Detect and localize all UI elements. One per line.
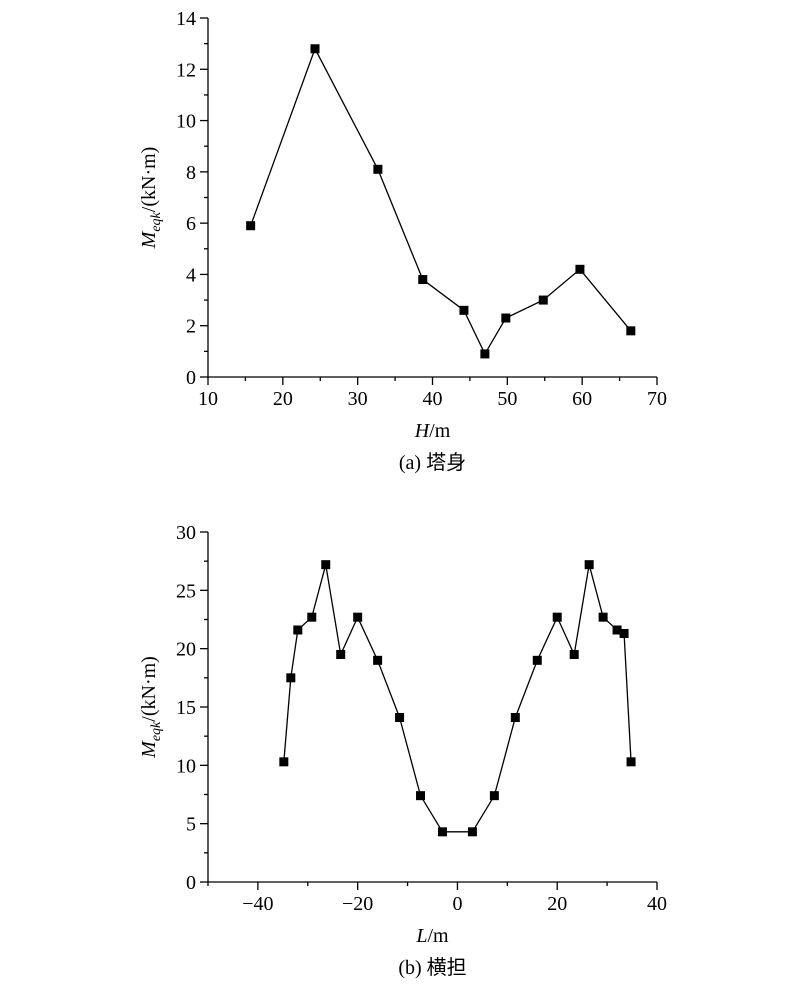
x-tick-label: 0 <box>452 893 462 915</box>
y-tick-label: 4 <box>186 264 196 286</box>
data-point <box>279 757 289 767</box>
x-axis-label: L/m <box>415 925 449 947</box>
x-tick-label: 30 <box>348 388 368 410</box>
data-point <box>321 560 331 570</box>
data-point <box>626 326 636 336</box>
y-label-sub: eqk <box>149 721 164 741</box>
data-line <box>283 564 632 833</box>
x-label-unit: /m <box>429 420 451 442</box>
y-tick-label: 5 <box>186 814 196 836</box>
y-label-unit: /(kN·m) <box>138 656 160 722</box>
x-tick-label: 50 <box>497 388 517 410</box>
caption: (a) 塔身 <box>399 451 466 474</box>
data-point <box>489 791 499 801</box>
data-point <box>246 221 256 231</box>
data-point <box>532 655 542 665</box>
data-point <box>510 713 520 722</box>
data-point <box>395 713 405 722</box>
x-tick-label: 40 <box>423 388 443 410</box>
y-tick-label: 10 <box>176 755 196 777</box>
data-point <box>307 612 317 622</box>
data-point <box>373 164 383 174</box>
data-point <box>619 629 629 638</box>
data-point <box>501 313 511 323</box>
y-tick-label: 10 <box>176 111 196 133</box>
data-point <box>552 612 562 622</box>
y-tick-label: 12 <box>176 59 196 81</box>
y-axis-label: Meqk/(kN·m) <box>138 147 164 250</box>
data-point <box>459 305 469 315</box>
data-line <box>250 47 632 356</box>
data-point <box>467 827 477 837</box>
y-tick-label: 14 <box>176 8 196 30</box>
y-tick-label: 15 <box>176 697 196 719</box>
y-tick-label: 8 <box>186 162 196 184</box>
data-point <box>598 612 608 622</box>
data-point <box>418 275 428 285</box>
data-point <box>584 560 594 570</box>
y-tick-label: 20 <box>176 639 196 661</box>
y-label-unit: /(kN·m) <box>138 147 160 213</box>
y-tick-label: 2 <box>186 316 196 338</box>
data-point <box>310 44 320 54</box>
x-label-unit: /m <box>428 925 450 947</box>
y-label-symbol: M <box>138 230 160 249</box>
x-tick-label: 70 <box>647 388 667 410</box>
y-tick-label: 25 <box>176 580 196 602</box>
x-tick-label: 40 <box>647 893 667 915</box>
x-tick-label: 60 <box>572 388 592 410</box>
caption: (b) 横担 <box>398 956 466 979</box>
y-tick-label: 0 <box>186 872 196 894</box>
data-point <box>293 625 303 635</box>
x-label-symbol: L <box>415 925 427 947</box>
data-point <box>480 349 490 359</box>
x-label-symbol: H <box>414 420 431 442</box>
y-tick-label: 0 <box>186 367 196 389</box>
y-tick-label: 6 <box>186 213 196 235</box>
data-point <box>286 673 296 683</box>
x-tick-label: 10 <box>198 388 218 410</box>
data-point <box>416 791 426 801</box>
data-point <box>538 295 548 305</box>
data-point <box>626 757 636 767</box>
y-tick-label: 30 <box>176 522 196 544</box>
y-label-sub: eqk <box>149 211 164 231</box>
data-point <box>437 827 447 837</box>
data-point <box>569 650 579 659</box>
data-point <box>575 264 585 274</box>
x-tick-label: −20 <box>342 893 373 915</box>
data-point <box>373 655 383 665</box>
y-label-symbol: M <box>138 740 160 759</box>
x-tick-label: 20 <box>273 388 293 410</box>
x-axis-label: H/m <box>414 420 451 442</box>
data-point <box>336 650 346 659</box>
x-tick-label: −40 <box>242 893 273 915</box>
data-point <box>353 612 363 622</box>
x-tick-label: 20 <box>547 893 567 915</box>
y-axis-label: Meqk/(kN·m) <box>138 656 164 759</box>
data-point <box>612 625 622 635</box>
